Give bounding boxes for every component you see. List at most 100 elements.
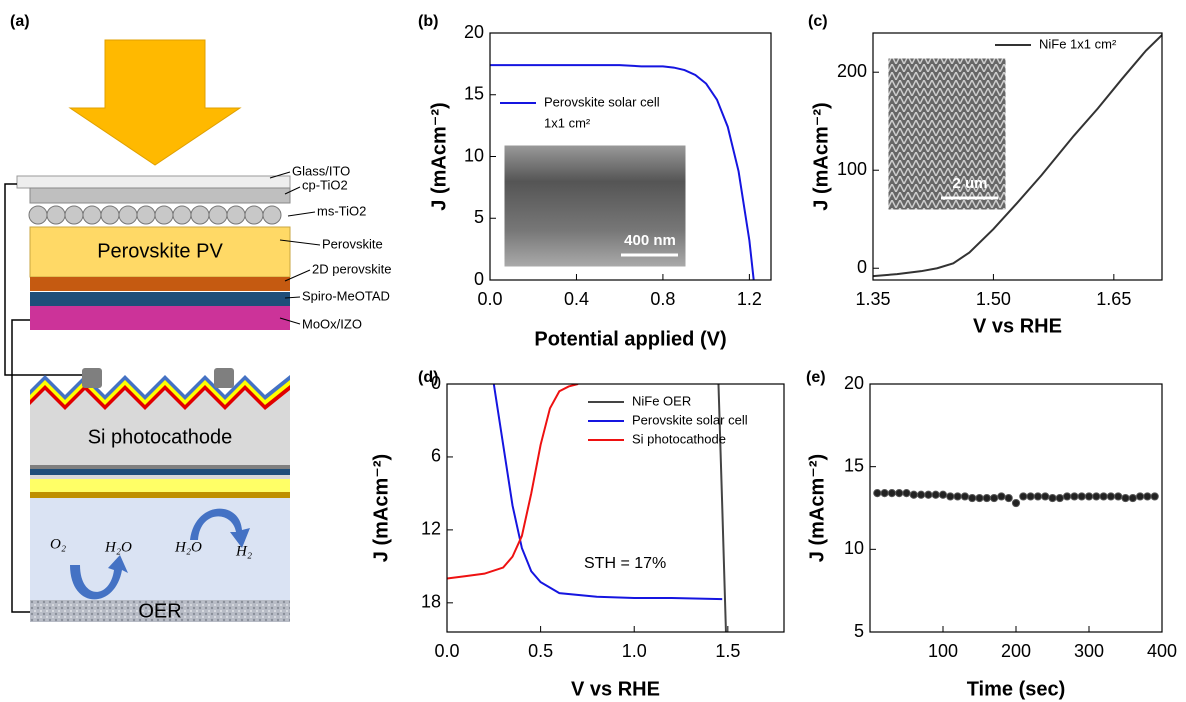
data-point	[1063, 492, 1072, 501]
y-tick-label: 200	[837, 61, 867, 81]
legend-label: NiFe OER	[632, 393, 691, 408]
si-stripe	[30, 465, 290, 469]
data-point	[1004, 493, 1013, 503]
data-point	[902, 489, 911, 498]
light-arrow	[68, 39, 242, 166]
data-point	[887, 489, 897, 498]
y-tick-label: 10	[464, 145, 484, 165]
data-line	[873, 34, 1162, 278]
y-tick-label: 15	[844, 455, 864, 475]
data-point	[1121, 493, 1130, 503]
x-axis-label: Potential applied (V)	[534, 328, 726, 350]
x-tick-label: 0.8	[650, 289, 675, 309]
panel-a: (a) Perovskite PV Glass/ITO cp-TiO2 ms-T…	[4, 13, 391, 622]
x-tick-label: 1.50	[976, 289, 1011, 309]
y-tick-label: 20	[464, 22, 484, 42]
y-tick-label: 0	[431, 373, 441, 393]
plot-frame	[489, 32, 772, 281]
plot-frame	[872, 32, 1163, 281]
data-line	[490, 64, 755, 280]
x-tick-label: 0.0	[477, 289, 502, 309]
data-point	[1143, 492, 1152, 501]
data-point	[1033, 492, 1043, 501]
x-tick-label: 300	[1074, 641, 1104, 661]
panel-label: (a)	[10, 13, 30, 30]
data-point	[895, 489, 904, 498]
data-point	[997, 492, 1006, 501]
data-line	[717, 384, 727, 632]
si-layer	[30, 410, 290, 465]
x-tick-label: 100	[928, 641, 958, 661]
y-tick-label: 6	[431, 446, 441, 466]
data-point	[1084, 492, 1094, 501]
data-point	[1128, 493, 1137, 503]
si-stripe	[30, 475, 290, 479]
x-tick-label: 0.4	[564, 289, 589, 309]
data-point	[1092, 492, 1101, 501]
data-point	[1077, 492, 1086, 501]
glass-layer	[16, 175, 291, 189]
layer-label: Spiro-MeOTAD	[302, 288, 390, 303]
panel-label: (d)	[418, 369, 438, 386]
data-point	[1048, 493, 1057, 503]
label-arrows	[269, 171, 321, 325]
data-point	[1114, 492, 1123, 501]
x-axis-label: V vs RHE	[571, 678, 660, 700]
species-label: O₂	[50, 536, 66, 552]
x-tick-label: 400	[1147, 641, 1177, 661]
data-point	[1136, 492, 1145, 501]
textured-surface	[30, 368, 290, 412]
inset-image	[887, 57, 1007, 211]
legend-label: Perovskite solar cell	[544, 94, 660, 109]
si-stripe	[30, 479, 290, 492]
data-point	[975, 493, 984, 503]
data-point	[873, 489, 882, 498]
legend-label: Si photocathode	[632, 431, 726, 446]
y-tick-label: 0	[474, 269, 484, 289]
si-stripe	[30, 492, 290, 498]
data-point	[1055, 493, 1064, 503]
data-point	[1011, 498, 1021, 508]
data-point	[1019, 492, 1028, 501]
panel-label: (c)	[808, 13, 828, 30]
legend-label: Perovskite solar cell	[632, 412, 748, 427]
species-label: H₂O	[104, 539, 132, 555]
y-tick-label: 18	[421, 592, 441, 612]
data-point	[1041, 492, 1050, 501]
data-line	[447, 384, 579, 580]
data-point	[953, 492, 962, 501]
x-tick-label: 0.5	[528, 641, 553, 661]
y-tick-label: 12	[421, 519, 441, 539]
y-tick-label: 5	[854, 621, 864, 641]
cycle-arrow	[190, 508, 250, 548]
plot-frame	[869, 383, 1163, 633]
data-point	[968, 493, 977, 503]
panel-label: (e)	[806, 369, 826, 386]
x-tick-label: 1.0	[622, 641, 647, 661]
ms-particles	[28, 205, 282, 225]
inset-image	[503, 144, 687, 268]
legend-label: NiFe 1x1 cm²	[1039, 36, 1117, 51]
scale-label: 2 um	[952, 175, 987, 192]
x-axis-label: Time (sec)	[967, 678, 1066, 700]
y-tick-label: 0	[857, 257, 867, 277]
data-point	[1150, 492, 1159, 501]
wires	[4, 183, 90, 613]
data-point	[924, 490, 933, 499]
y-tick-label: 10	[844, 538, 864, 558]
annotation: STH = 17%	[584, 555, 666, 572]
y-tick-label: 5	[474, 207, 484, 227]
data-point	[909, 490, 918, 499]
panel-label: (b)	[418, 13, 438, 30]
cycle-arrow	[70, 555, 128, 600]
layer-label: 2D perovskite	[312, 261, 391, 276]
x-axis-label: V vs RHE	[973, 315, 1062, 337]
x-tick-label: 1.2	[737, 289, 762, 309]
data-point	[946, 492, 955, 501]
y-axis-label: J (mAcm⁻²)	[370, 454, 392, 562]
cp-layer	[29, 187, 291, 204]
y-tick-label: 100	[837, 159, 867, 179]
data-point	[1106, 492, 1116, 501]
layer-label: MoOx/IZO	[302, 316, 362, 331]
